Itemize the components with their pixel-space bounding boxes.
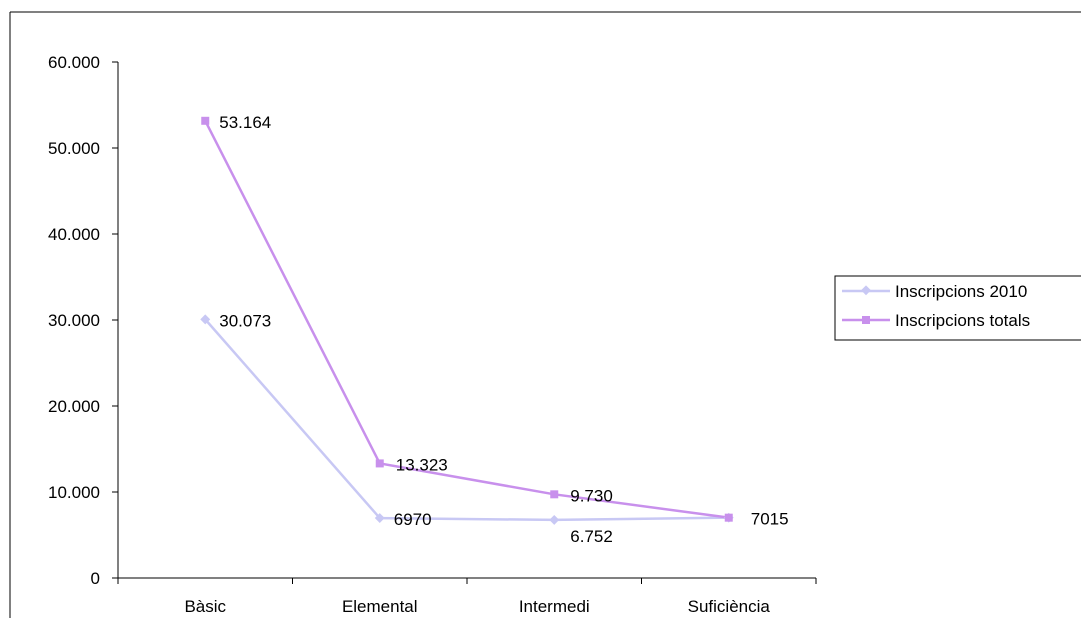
data-point-marker bbox=[201, 116, 210, 125]
series-markers bbox=[200, 116, 734, 525]
data-point-marker bbox=[549, 514, 560, 525]
y-tick-label: 10.000 bbox=[48, 483, 100, 502]
data-labels: 30.073 6970 6.752 53.164 13.323 9.730 7015 bbox=[219, 113, 788, 546]
x-tick-label: Elemental bbox=[342, 597, 418, 616]
data-point-marker bbox=[724, 513, 733, 522]
data-label: 13.323 bbox=[396, 455, 448, 474]
axes: 0 10.000 20.000 30.000 40.000 50.000 60.000 Bàs… bbox=[48, 53, 817, 616]
y-tick-label: 20.000 bbox=[48, 397, 100, 416]
data-point-marker bbox=[200, 314, 211, 325]
x-tick-label: Bàsic bbox=[184, 597, 226, 616]
legend-label-inscripcions-totals: Inscripcions totals bbox=[895, 311, 1030, 330]
data-label: 6.752 bbox=[570, 527, 613, 546]
x-tick-label: Intermedi bbox=[519, 597, 590, 616]
data-point-marker bbox=[374, 513, 385, 524]
x-tick-label: Suficiència bbox=[688, 597, 771, 616]
data-label: 6970 bbox=[394, 510, 432, 529]
y-tick-label: 60.000 bbox=[48, 53, 100, 72]
legend-marker-inscripcions-totals bbox=[862, 316, 870, 324]
legend-box bbox=[834, 275, 1081, 341]
series-lines bbox=[204, 120, 729, 522]
legend-marker-inscripcions-2010 bbox=[861, 285, 871, 296]
series-line-inscripcions-2010 bbox=[204, 318, 729, 522]
legend-label-inscripcions-2010: Inscripcions 2010 bbox=[895, 282, 1027, 301]
data-label: 7015 bbox=[751, 510, 789, 529]
y-tick-label: 40.000 bbox=[48, 225, 100, 244]
y-tick-label: 50.000 bbox=[48, 139, 100, 158]
series-line-inscripcions-totals bbox=[204, 120, 729, 519]
legend: Inscripcions 2010 Inscripcions totals bbox=[834, 275, 1081, 341]
y-tick-label: 30.000 bbox=[48, 311, 100, 330]
data-label: 53.164 bbox=[219, 113, 271, 132]
y-tick-label: 0 bbox=[91, 569, 100, 588]
data-label: 30.073 bbox=[219, 311, 271, 330]
data-point-marker bbox=[375, 459, 384, 468]
data-label: 9.730 bbox=[570, 486, 613, 505]
data-point-marker bbox=[550, 490, 559, 499]
